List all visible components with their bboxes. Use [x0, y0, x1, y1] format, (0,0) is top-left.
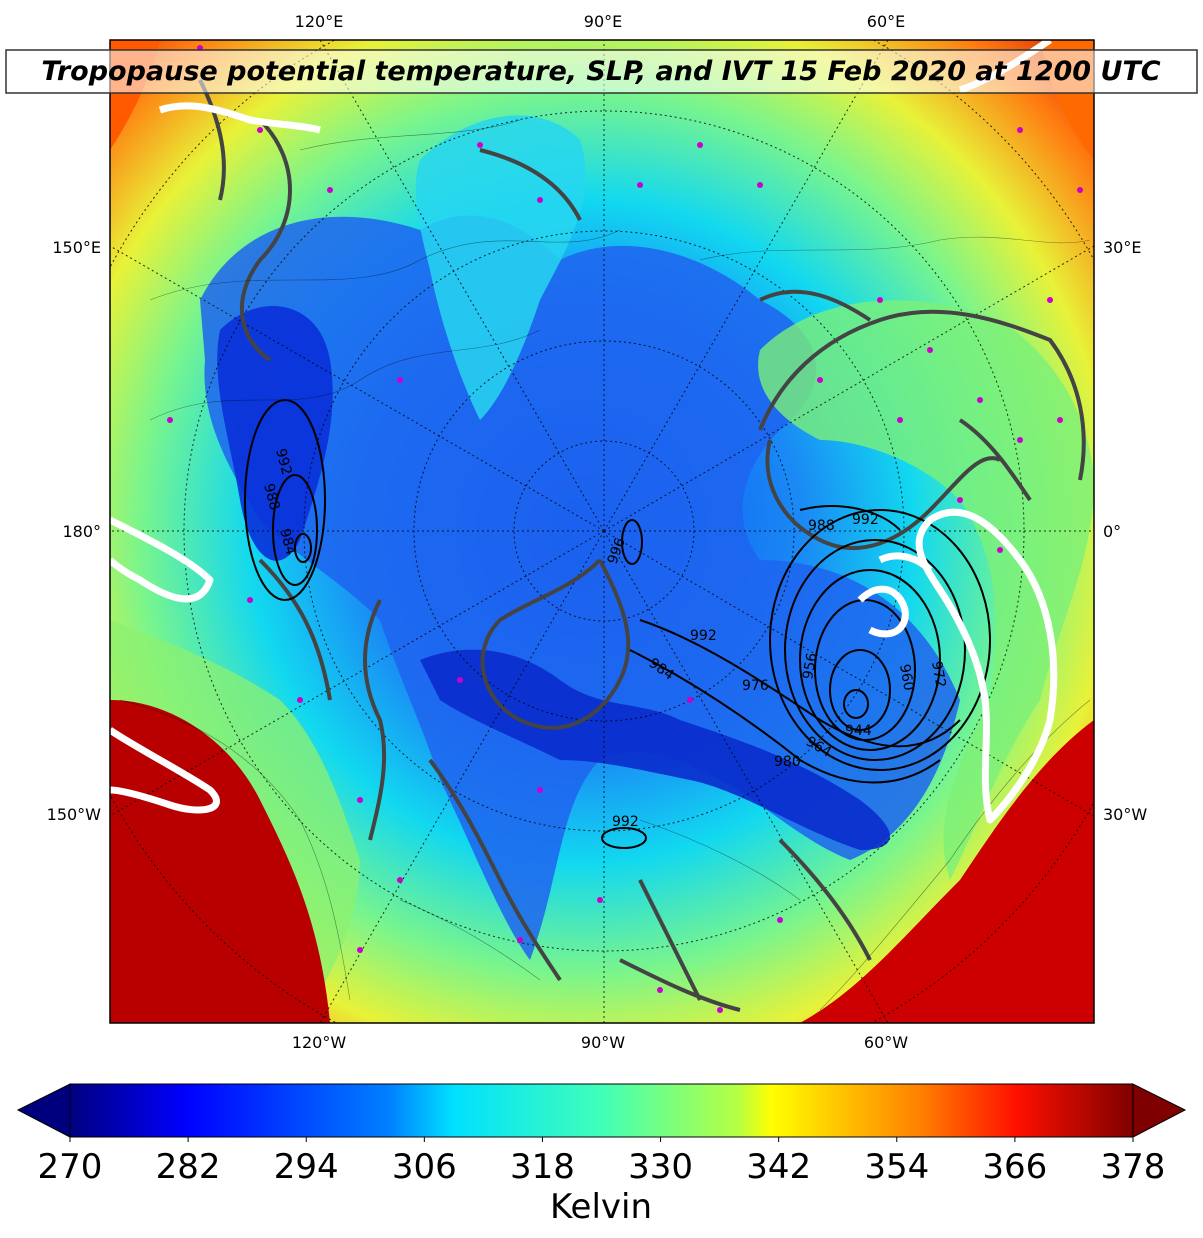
- lon-label-bottom: 90°W: [581, 1033, 625, 1052]
- colorbar-tick-label: 318: [510, 1147, 575, 1187]
- slp-label: 992: [612, 814, 639, 830]
- map-panel: 992 988 984 988 992 996 992 984 976 980 …: [110, 40, 1094, 1023]
- green-ridge-europe: [758, 300, 1094, 880]
- lon-label-left: 150°E: [52, 238, 101, 257]
- lon-label-top: 120°E: [295, 12, 344, 31]
- slp-label: 956: [800, 652, 820, 681]
- slp-label: 984: [276, 527, 298, 557]
- lon-label-right: 0°: [1103, 522, 1121, 541]
- lon-label-bottom: 60°W: [864, 1033, 908, 1052]
- slp-label: 988: [260, 482, 282, 512]
- colorbar-ticks: 270 282 294 306 318 330 342 354 366 378: [38, 1137, 1166, 1187]
- deep-blue-pool-west: [217, 306, 333, 561]
- red-region-southeast: [800, 720, 1094, 1023]
- colorbar: 270 282 294 306 318 330 342 354 366 378 Kelvin: [16, 1083, 1187, 1227]
- lon-label-top: 90°E: [584, 12, 622, 31]
- map-title: Tropopause potential temperature, SLP, a…: [41, 56, 1160, 87]
- colorbar-tick-label: 294: [274, 1147, 339, 1187]
- station-markers: [167, 45, 1083, 1013]
- slp-label: 976: [742, 678, 769, 694]
- colorbar-extend-high: [1132, 1083, 1187, 1138]
- slp-label: 980: [774, 754, 801, 770]
- coastlines: [198, 79, 1086, 1012]
- colorbar-tick-label: 366: [982, 1147, 1047, 1187]
- colorbar-tick-label: 270: [38, 1147, 103, 1187]
- colorbar-tick-label: 342: [746, 1147, 811, 1187]
- title-box: Tropopause potential temperature, SLP, a…: [5, 49, 1198, 94]
- lon-label-right: 30°W: [1103, 805, 1147, 824]
- lon-label-left: 150°W: [47, 805, 102, 824]
- lon-label-top: 60°E: [867, 12, 905, 31]
- slp-label: 944: [845, 723, 872, 739]
- map-frame: [109, 39, 1095, 1024]
- slp-label: 960: [896, 663, 916, 692]
- slp-label: 992: [690, 628, 717, 644]
- slp-label: 992: [272, 447, 294, 477]
- cyan-tongue-north: [415, 115, 586, 420]
- colorbar-tick-label: 330: [628, 1147, 693, 1187]
- colorbar-ramp: [69, 1083, 1134, 1138]
- colorbar-tick-label: 306: [392, 1147, 457, 1187]
- colorbar-label: Kelvin: [550, 1187, 652, 1227]
- longitude-labels: 120°E 90°E 60°E 120°W 90°W 60°W 150°E 18…: [47, 12, 1148, 1052]
- lon-label-right: 30°E: [1103, 238, 1141, 257]
- red-region-southwest: [110, 700, 330, 1023]
- colorbar-tick-label: 354: [864, 1147, 929, 1187]
- colorbar-tick-label: 378: [1101, 1147, 1166, 1187]
- colorbar-extend-low: [16, 1083, 71, 1138]
- slp-label: 992: [852, 512, 879, 528]
- colorbar-tick-label: 282: [156, 1147, 221, 1187]
- lon-label-bottom: 120°W: [292, 1033, 347, 1052]
- deep-blue-core: [420, 649, 890, 850]
- slp-label: 972: [928, 660, 948, 689]
- ivt-contours: [110, 40, 1058, 824]
- slp-label: 988: [808, 518, 835, 534]
- lon-label-left: 180°: [62, 522, 101, 541]
